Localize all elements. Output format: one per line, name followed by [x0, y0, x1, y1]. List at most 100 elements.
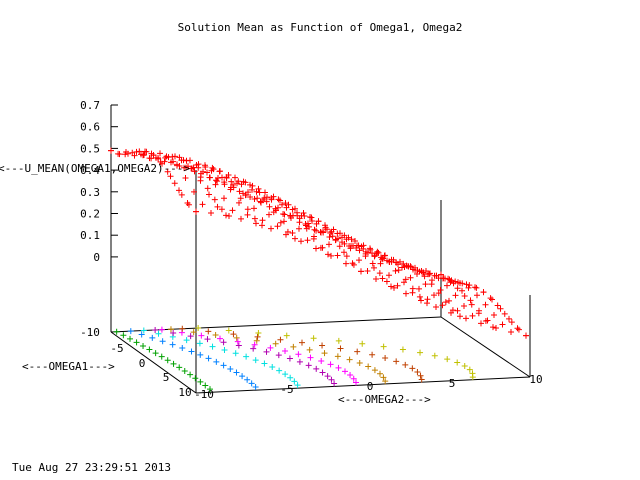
surface-point	[247, 194, 254, 201]
contour-point	[354, 348, 361, 355]
contour-point	[205, 328, 212, 335]
surface-point	[218, 206, 225, 213]
z-tick-label: 0.3	[80, 186, 100, 199]
surface-point	[266, 211, 272, 218]
contour-point	[252, 384, 259, 391]
surface-point	[230, 181, 236, 188]
z-tick-label: 0.5	[80, 142, 100, 155]
surface-point	[141, 152, 147, 159]
surface-point	[426, 271, 433, 278]
contour-point	[334, 353, 341, 360]
surface-point	[371, 264, 377, 271]
surface-point	[356, 247, 363, 254]
surface-point	[174, 161, 180, 168]
contour-point	[127, 328, 134, 335]
surface-point	[374, 248, 381, 255]
contour-point	[254, 333, 261, 340]
contour-point	[324, 373, 331, 380]
x-tick-label: 5	[449, 377, 456, 390]
contour-point	[331, 380, 338, 387]
surface-point	[360, 245, 367, 252]
surface-point	[228, 178, 235, 185]
contour-point	[158, 353, 165, 360]
contour-point	[155, 330, 162, 337]
surface-point	[320, 229, 327, 236]
z-axis-label: <---U_MEAN(OMEGA1,OMEGA2)--->	[0, 162, 190, 175]
contour-point	[170, 360, 177, 367]
surface-point	[461, 292, 468, 299]
surface-point	[407, 274, 414, 281]
surface-point	[334, 230, 341, 237]
surface-point	[421, 273, 428, 280]
surface-point	[164, 168, 171, 175]
surface-point	[499, 321, 506, 328]
contour-point	[466, 366, 473, 373]
surface-point	[482, 317, 489, 324]
surface-point	[225, 172, 232, 179]
surface-point	[364, 267, 371, 274]
y-axis-label: <---OMEGA1--->	[22, 360, 115, 373]
surface-point	[204, 169, 210, 176]
surface-point	[244, 211, 251, 218]
contour-point	[269, 364, 276, 371]
surface-point	[394, 282, 401, 289]
surface-point	[472, 284, 478, 291]
z-tick-label: 0.4	[80, 164, 100, 177]
surface-point	[223, 212, 229, 219]
surface-point	[482, 301, 489, 308]
contour-point	[454, 359, 461, 366]
surface-point	[392, 267, 399, 274]
contour-point	[243, 353, 250, 360]
surface-point	[185, 201, 192, 208]
surface-point	[284, 228, 291, 235]
contour-point	[335, 364, 342, 371]
surface-point	[523, 332, 529, 339]
surface-point	[473, 284, 480, 291]
surface-point	[129, 149, 136, 156]
x-tick-label: 10	[529, 373, 542, 386]
contour-point	[197, 378, 204, 385]
surface-point	[235, 178, 242, 185]
surface-point	[474, 292, 480, 299]
surface-point	[400, 260, 407, 267]
surface-point	[238, 215, 244, 222]
surface-point	[343, 253, 350, 260]
surface-point	[369, 260, 376, 267]
surface-point	[301, 212, 308, 219]
contour-point	[205, 355, 212, 362]
contour-point	[146, 346, 153, 353]
surface-point	[493, 324, 499, 331]
surface-point	[403, 290, 409, 297]
contour-point	[188, 348, 195, 355]
contour-point	[327, 361, 334, 368]
contour-point	[294, 382, 301, 389]
contour-point	[152, 350, 159, 357]
contour-point	[251, 341, 258, 348]
surface-point	[202, 164, 209, 171]
surface-point	[339, 239, 345, 246]
surface-point	[273, 207, 279, 214]
surface-point	[181, 164, 188, 171]
surface-point	[183, 157, 190, 164]
contour-point	[350, 375, 357, 382]
surface-point	[328, 252, 334, 259]
contour-point	[399, 346, 406, 353]
surface-point	[478, 320, 484, 327]
x-axis-label: <---OMEGA2--->	[338, 393, 431, 406]
surface-point	[465, 284, 472, 291]
surface-point	[352, 237, 358, 244]
y-tick-label: 0	[139, 357, 146, 370]
contour-point	[377, 370, 384, 377]
contour-point	[176, 364, 183, 371]
surface-point	[457, 313, 463, 320]
surface-point	[326, 241, 332, 248]
surface-point	[170, 158, 176, 165]
surface-point	[508, 329, 514, 336]
contour-point	[296, 358, 303, 365]
surface-point	[242, 179, 249, 186]
timestamp: Tue Aug 27 23:29:51 2013	[12, 461, 171, 474]
contour-point	[220, 339, 227, 346]
contour-point	[113, 328, 120, 335]
contour-point	[290, 343, 297, 350]
